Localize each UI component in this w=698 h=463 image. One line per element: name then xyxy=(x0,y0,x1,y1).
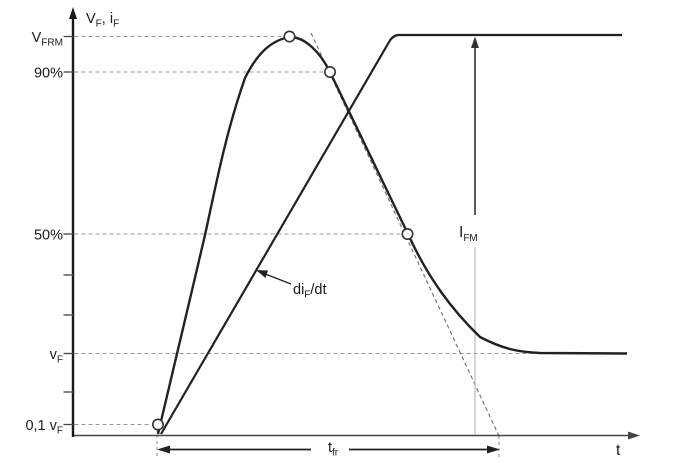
difdt-label: diF/dt xyxy=(293,282,327,301)
marker-90pct xyxy=(323,66,336,79)
tfr-arrow-left-icon xyxy=(157,445,170,454)
tfr-dimension xyxy=(157,445,500,454)
y-axis-arrow-icon xyxy=(69,7,77,19)
vfrm-label: VFRM xyxy=(32,30,63,49)
ifm-dimension xyxy=(471,36,479,435)
y-axis-title: VF, iF xyxy=(86,11,119,30)
marker-50pct xyxy=(401,228,414,241)
tfr-arrow-right-icon xyxy=(487,445,500,454)
level-01vf-label: 0,1 vF xyxy=(25,418,63,437)
y-axis-ticks xyxy=(63,35,75,426)
axes xyxy=(63,7,640,440)
level-50pct-label: 50% xyxy=(34,228,63,244)
curves xyxy=(156,33,628,435)
x-axis-arrow-icon xyxy=(628,431,640,440)
marker-01vf-crossing xyxy=(152,418,165,431)
reference-dashed-lines xyxy=(74,35,627,459)
forward-voltage-curve xyxy=(156,35,628,435)
tfr-label: tfr xyxy=(328,440,339,459)
difdt-callout-line xyxy=(263,272,292,285)
tangent-dashed-line xyxy=(310,32,501,438)
level-90pct-label: 90% xyxy=(34,66,63,82)
ifm-label: IFM xyxy=(459,224,478,244)
marker-vfrm-peak xyxy=(283,30,296,43)
difdt-callout-arrow-icon xyxy=(256,270,268,278)
x-axis-title: t xyxy=(616,442,621,459)
ifm-arrow-up-icon xyxy=(471,36,479,48)
difdt-callout xyxy=(256,270,292,285)
curve-markers xyxy=(152,30,414,431)
vf-label: vF xyxy=(50,347,63,366)
forward-current-curve xyxy=(160,33,622,435)
